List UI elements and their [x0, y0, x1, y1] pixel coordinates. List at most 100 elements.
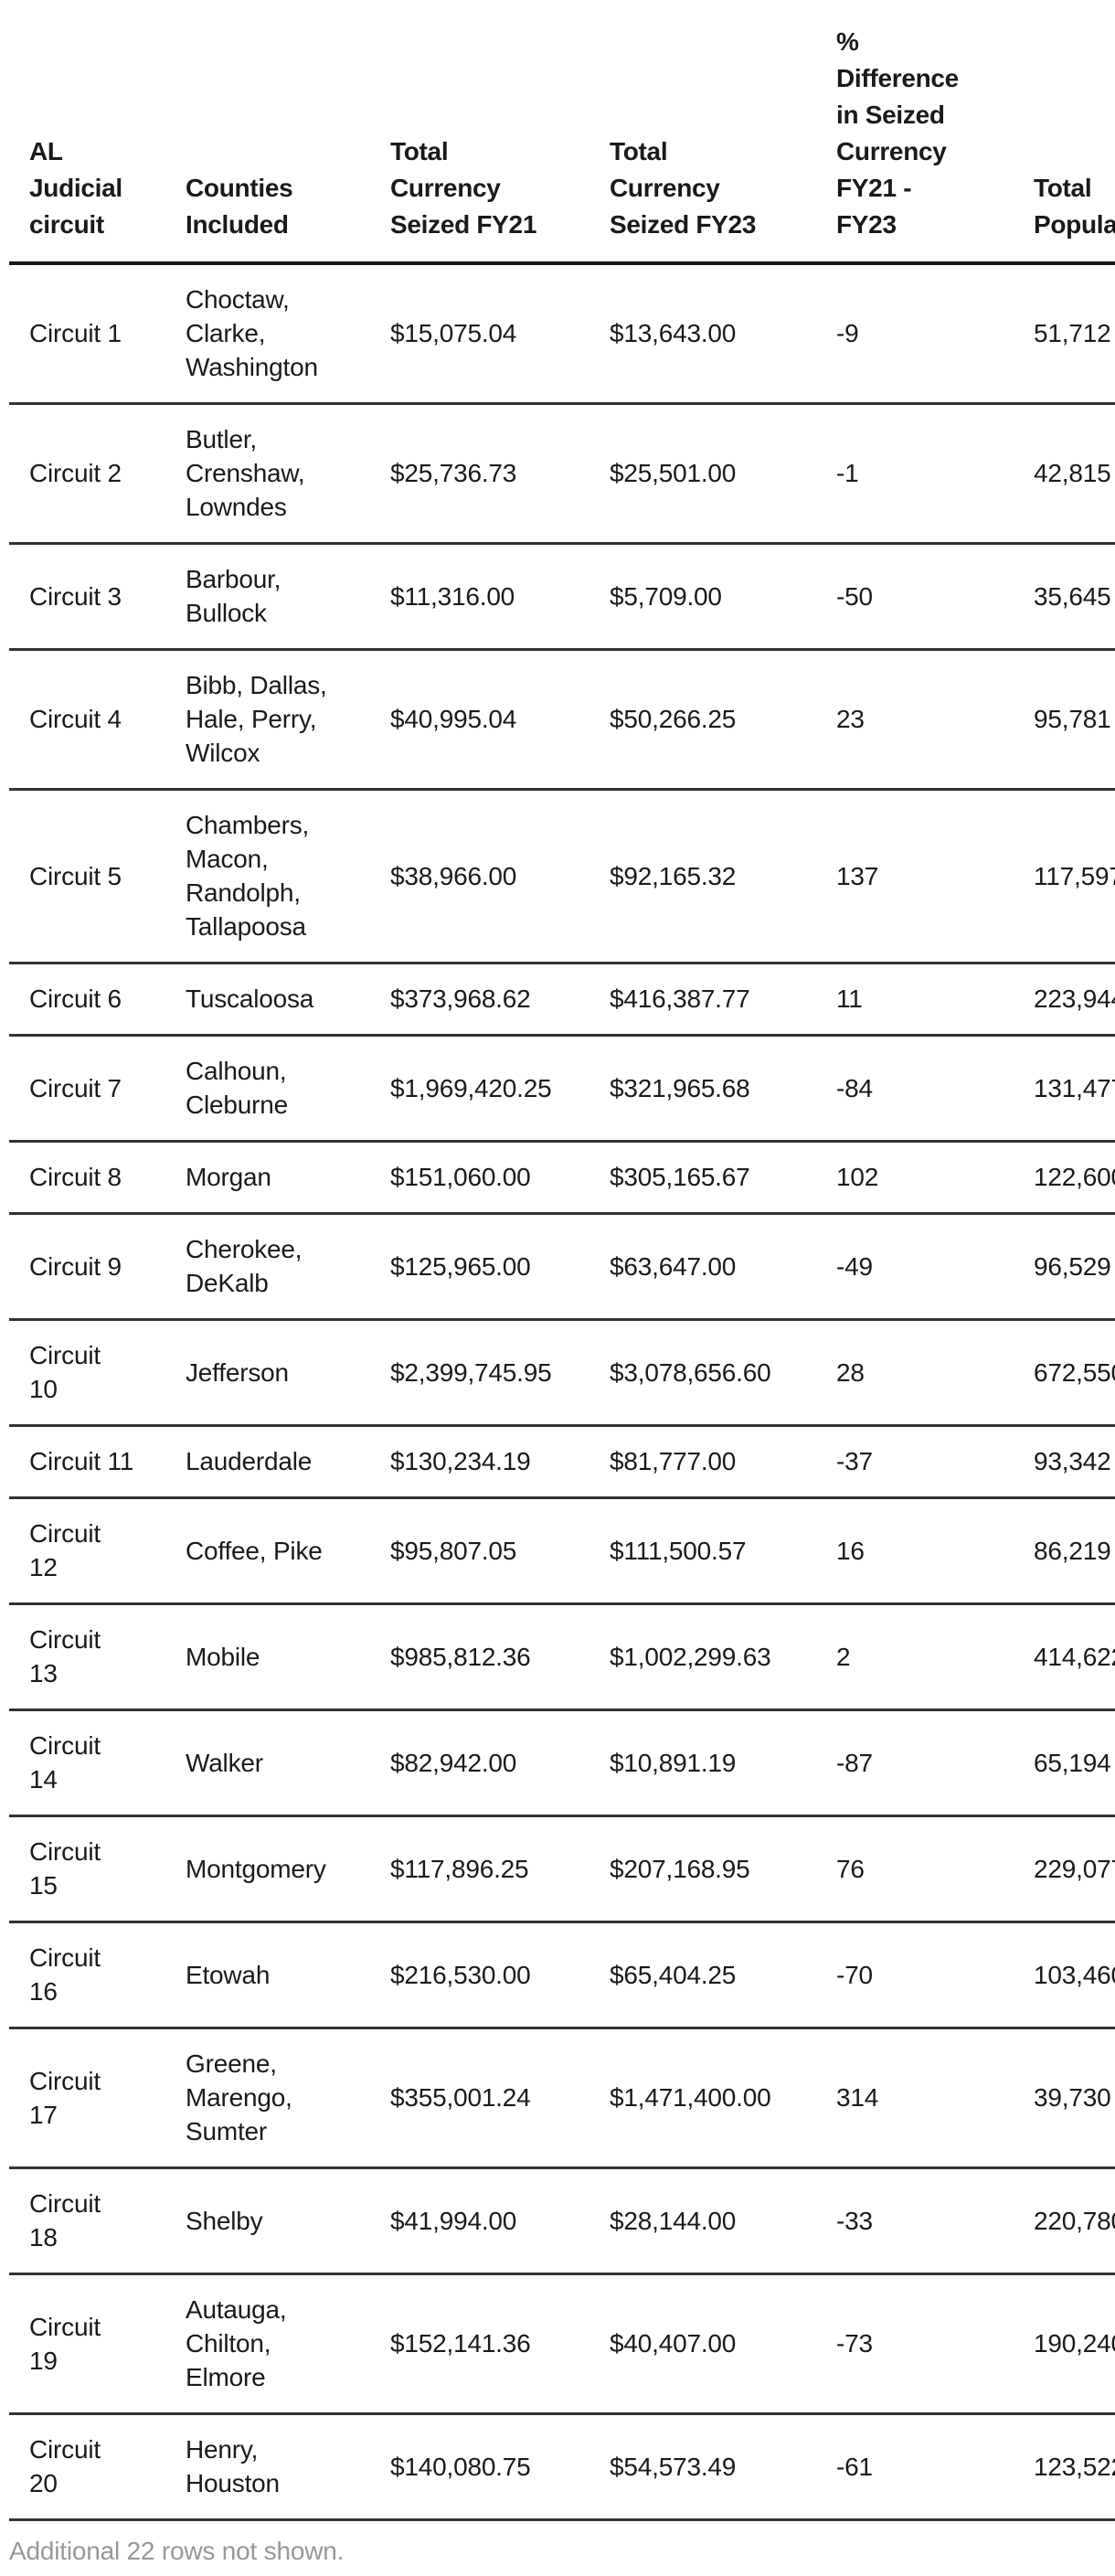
counties-cell: Calhoun, Cleburne — [183, 1035, 388, 1143]
fy23-seized-cell: $40,407.00 — [607, 2273, 834, 2415]
fy23-seized-cell: $92,165.32 — [607, 789, 834, 964]
circuit-cell: Circuit 9 — [9, 1213, 183, 1321]
population-cell: 39,730 — [1031, 2028, 1115, 2169]
population-cell: 122,600 — [1031, 1141, 1115, 1215]
population-cell: 229,077 — [1031, 1815, 1115, 1923]
population-cell: 220,780 — [1031, 2167, 1115, 2275]
pct-difference-cell: -50 — [834, 543, 1031, 651]
pct-difference-cell: 28 — [834, 1319, 1031, 1427]
circuit-cell: Circuit 13 — [9, 1603, 183, 1711]
counties-cell: Morgan — [183, 1141, 388, 1215]
pct-difference-cell: -1 — [834, 403, 1031, 545]
fy23-seized-cell: $111,500.57 — [607, 1497, 834, 1605]
fy21-seized-cell: $151,060.00 — [388, 1141, 607, 1215]
footnote: Additional 22 rows not shown. — [9, 2537, 345, 2565]
counties-cell: Bibb, Dallas, Hale, Perry, Wilcox — [183, 649, 388, 791]
al-circuit-seized-currency-table: AL Judicial circuit Counties Included To… — [9, 0, 1115, 2521]
counties-cell: Tuscaloosa — [183, 963, 388, 1037]
population-cell: 223,944 — [1031, 963, 1115, 1037]
counties-cell: Cherokee, DeKalb — [183, 1213, 388, 1321]
fy21-seized-cell: $355,001.24 — [388, 2028, 607, 2169]
pct-difference-cell: -61 — [834, 2413, 1031, 2521]
table-row: Circuit 14 Walker $82,942.00 $10,891.19 … — [9, 1709, 1115, 1817]
table-row: Circuit 10 Jefferson $2,399,745.95 $3,07… — [9, 1319, 1115, 1427]
fy23-seized-cell: $81,777.00 — [607, 1425, 834, 1499]
fy23-seized-cell: $54,573.49 — [607, 2413, 834, 2521]
counties-cell: Butler, Crenshaw, Lowndes — [183, 403, 388, 545]
counties-cell: Barbour, Bullock — [183, 543, 388, 651]
column-header-total-currency-seized-fy23: Total Currency Seized FY23 — [607, 0, 834, 265]
fy23-seized-cell: $25,501.00 — [607, 403, 834, 545]
circuit-cell: Circuit 20 — [9, 2413, 183, 2521]
table-row: Circuit 16 Etowah $216,530.00 $65,404.25… — [9, 1921, 1115, 2029]
population-cell: 414,622 — [1031, 1603, 1115, 1711]
table-row: Circuit 19 Autauga, Chilton, Elmore $152… — [9, 2273, 1115, 2415]
pct-difference-cell: -33 — [834, 2167, 1031, 2275]
counties-cell: Montgomery — [183, 1815, 388, 1923]
table-row: Circuit 11 Lauderdale $130,234.19 $81,77… — [9, 1425, 1115, 1499]
fy21-seized-cell: $140,080.75 — [388, 2413, 607, 2521]
fy21-seized-cell: $41,994.00 — [388, 2167, 607, 2275]
table-row: Circuit 4 Bibb, Dallas, Hale, Perry, Wil… — [9, 649, 1115, 791]
pct-difference-cell: -84 — [834, 1035, 1031, 1143]
counties-cell: Jefferson — [183, 1319, 388, 1427]
population-cell: 93,342 — [1031, 1425, 1115, 1499]
fy23-seized-cell: $1,002,299.63 — [607, 1603, 834, 1711]
fy21-seized-cell: $25,736.73 — [388, 403, 607, 545]
pct-difference-cell: -87 — [834, 1709, 1031, 1817]
population-cell: 123,522 — [1031, 2413, 1115, 2521]
pct-difference-cell: 76 — [834, 1815, 1031, 1923]
circuit-cell: Circuit 16 — [9, 1921, 183, 2029]
fy21-seized-cell: $216,530.00 — [388, 1921, 607, 2029]
fy23-seized-cell: $305,165.67 — [607, 1141, 834, 1215]
table-body: Circuit 1 Choctaw, Clarke, Washington $1… — [9, 263, 1115, 2521]
circuit-cell: Circuit 14 — [9, 1709, 183, 1817]
counties-cell: Choctaw, Clarke, Washington — [183, 263, 388, 405]
circuit-cell: Circuit 1 — [9, 263, 183, 405]
population-cell: 42,815 — [1031, 403, 1115, 545]
population-cell: 95,781 — [1031, 649, 1115, 791]
circuit-cell: Circuit 5 — [9, 789, 183, 964]
pct-difference-cell: -49 — [834, 1213, 1031, 1321]
fy23-seized-cell: $10,891.19 — [607, 1709, 834, 1817]
table-viewport: AL Judicial circuit Counties Included To… — [9, 0, 1115, 2521]
fy21-seized-cell: $95,807.05 — [388, 1497, 607, 1605]
fy21-seized-cell: $2,399,745.95 — [388, 1319, 607, 1427]
counties-cell: Chambers, Macon, Randolph, Tallapoosa — [183, 789, 388, 964]
fy23-seized-cell: $65,404.25 — [607, 1921, 834, 2029]
pct-difference-cell: -9 — [834, 263, 1031, 405]
pct-difference-cell: 23 — [834, 649, 1031, 791]
fy23-seized-cell: $416,387.77 — [607, 963, 834, 1037]
table-row: Circuit 15 Montgomery $117,896.25 $207,1… — [9, 1815, 1115, 1923]
table-row: Circuit 12 Coffee, Pike $95,807.05 $111,… — [9, 1497, 1115, 1605]
fy21-seized-cell: $117,896.25 — [388, 1815, 607, 1923]
circuit-cell: Circuit 17 — [9, 2028, 183, 2169]
counties-cell: Mobile — [183, 1603, 388, 1711]
pct-difference-cell: 102 — [834, 1141, 1031, 1215]
circuit-cell: Circuit 12 — [9, 1497, 183, 1605]
table-row: Circuit 1 Choctaw, Clarke, Washington $1… — [9, 263, 1115, 405]
fy21-seized-cell: $125,965.00 — [388, 1213, 607, 1321]
fy21-seized-cell: $152,141.36 — [388, 2273, 607, 2415]
fy21-seized-cell: $373,968.62 — [388, 963, 607, 1037]
table-row: Circuit 18 Shelby $41,994.00 $28,144.00 … — [9, 2167, 1115, 2275]
counties-cell: Walker — [183, 1709, 388, 1817]
circuit-cell: Circuit 18 — [9, 2167, 183, 2275]
circuit-cell: Circuit 19 — [9, 2273, 183, 2415]
fy21-seized-cell: $38,966.00 — [388, 789, 607, 964]
fy21-seized-cell: $82,942.00 — [388, 1709, 607, 1817]
pct-difference-cell: 314 — [834, 2028, 1031, 2169]
circuit-cell: Circuit 15 — [9, 1815, 183, 1923]
pct-difference-cell: -73 — [834, 2273, 1031, 2415]
counties-cell: Henry, Houston — [183, 2413, 388, 2521]
table-row: Circuit 2 Butler, Crenshaw, Lowndes $25,… — [9, 403, 1115, 545]
table-row: Circuit 13 Mobile $985,812.36 $1,002,299… — [9, 1603, 1115, 1711]
counties-cell: Lauderdale — [183, 1425, 388, 1499]
counties-cell: Shelby — [183, 2167, 388, 2275]
circuit-cell: Circuit 7 — [9, 1035, 183, 1143]
circuit-cell: Circuit 4 — [9, 649, 183, 791]
fy23-seized-cell: $1,471,400.00 — [607, 2028, 834, 2169]
fy23-seized-cell: $28,144.00 — [607, 2167, 834, 2275]
fy21-seized-cell: $985,812.36 — [388, 1603, 607, 1711]
